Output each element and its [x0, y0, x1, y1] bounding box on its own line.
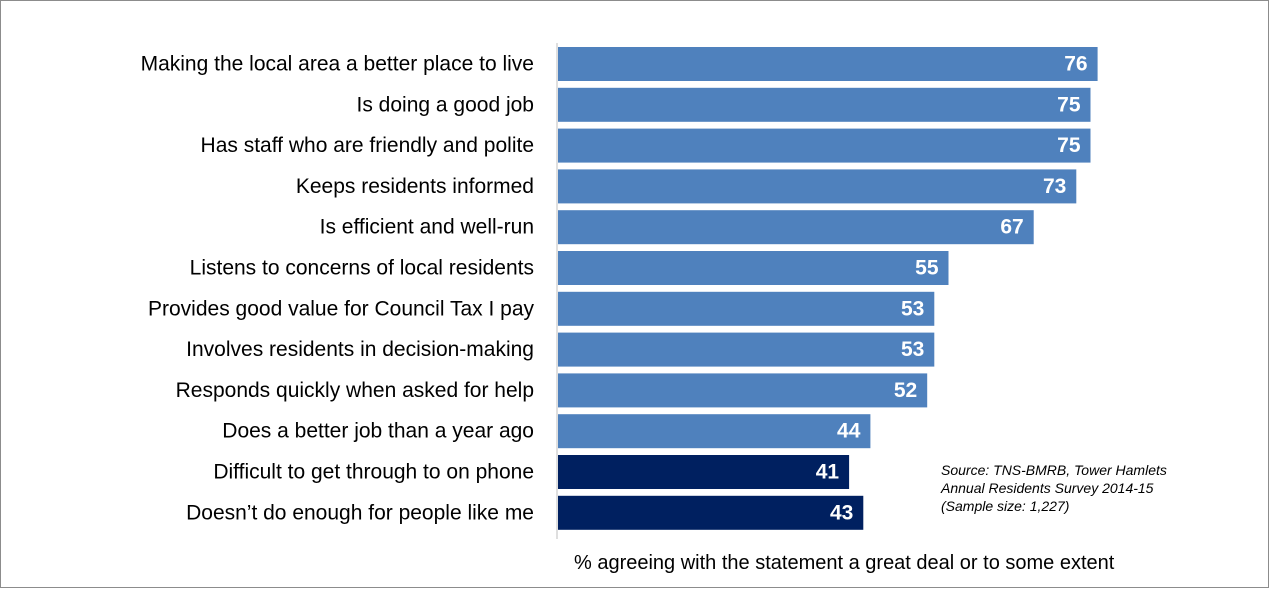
bar: [558, 291, 935, 326]
bar: [558, 169, 1077, 204]
bar: [558, 332, 935, 367]
bar-value-label: 55: [915, 257, 939, 280]
bar: [558, 87, 1091, 122]
category-label: Difficult to get through to on phone: [213, 461, 534, 484]
bar-value-label: 52: [894, 379, 917, 402]
bar: [558, 251, 949, 285]
bar-value-label: 75: [1057, 93, 1081, 116]
bar-value-label: 44: [837, 420, 861, 443]
bar-value-label: 41: [816, 461, 840, 484]
category-label: Provides good value for Council Tax I pa…: [148, 297, 534, 320]
source-note: Source: TNS-BMRB, Tower Hamlets Annual R…: [941, 462, 1167, 514]
bar-value-label: 76: [1064, 53, 1087, 76]
category-label: Listens to concerns of local residents: [190, 257, 534, 280]
category-label: Making the local area a better place to …: [141, 53, 534, 76]
category-label: Is doing a good job: [357, 93, 534, 116]
bar: [558, 495, 864, 530]
bar: [558, 210, 1034, 245]
category-label: Is efficient and well-run: [320, 216, 534, 239]
bar-value-label: 75: [1057, 134, 1081, 157]
category-label: Responds quickly when asked for help: [176, 379, 534, 402]
category-label: Involves residents in decision-making: [186, 338, 534, 361]
category-label: Keeps residents informed: [296, 175, 534, 198]
bar-value-label: 43: [830, 501, 853, 524]
bar-value-label: 73: [1043, 175, 1066, 198]
category-label: Has staff who are friendly and polite: [201, 134, 534, 157]
bar-value-label: 67: [1000, 216, 1023, 239]
x-axis-title: % agreeing with the statement a great de…: [574, 552, 1115, 574]
bar: [558, 47, 1098, 81]
bar: [558, 128, 1091, 163]
bar: [558, 373, 928, 408]
bar: [558, 455, 850, 489]
bar-value-label: 53: [901, 338, 924, 361]
category-label: Doesn’t do enough for people like me: [186, 501, 534, 524]
bar-value-label: 53: [901, 297, 924, 320]
category-label: Does a better job than a year ago: [222, 420, 534, 443]
bars-group: 76 Making the local area a better place t…: [141, 47, 1098, 530]
bar: [558, 414, 871, 449]
